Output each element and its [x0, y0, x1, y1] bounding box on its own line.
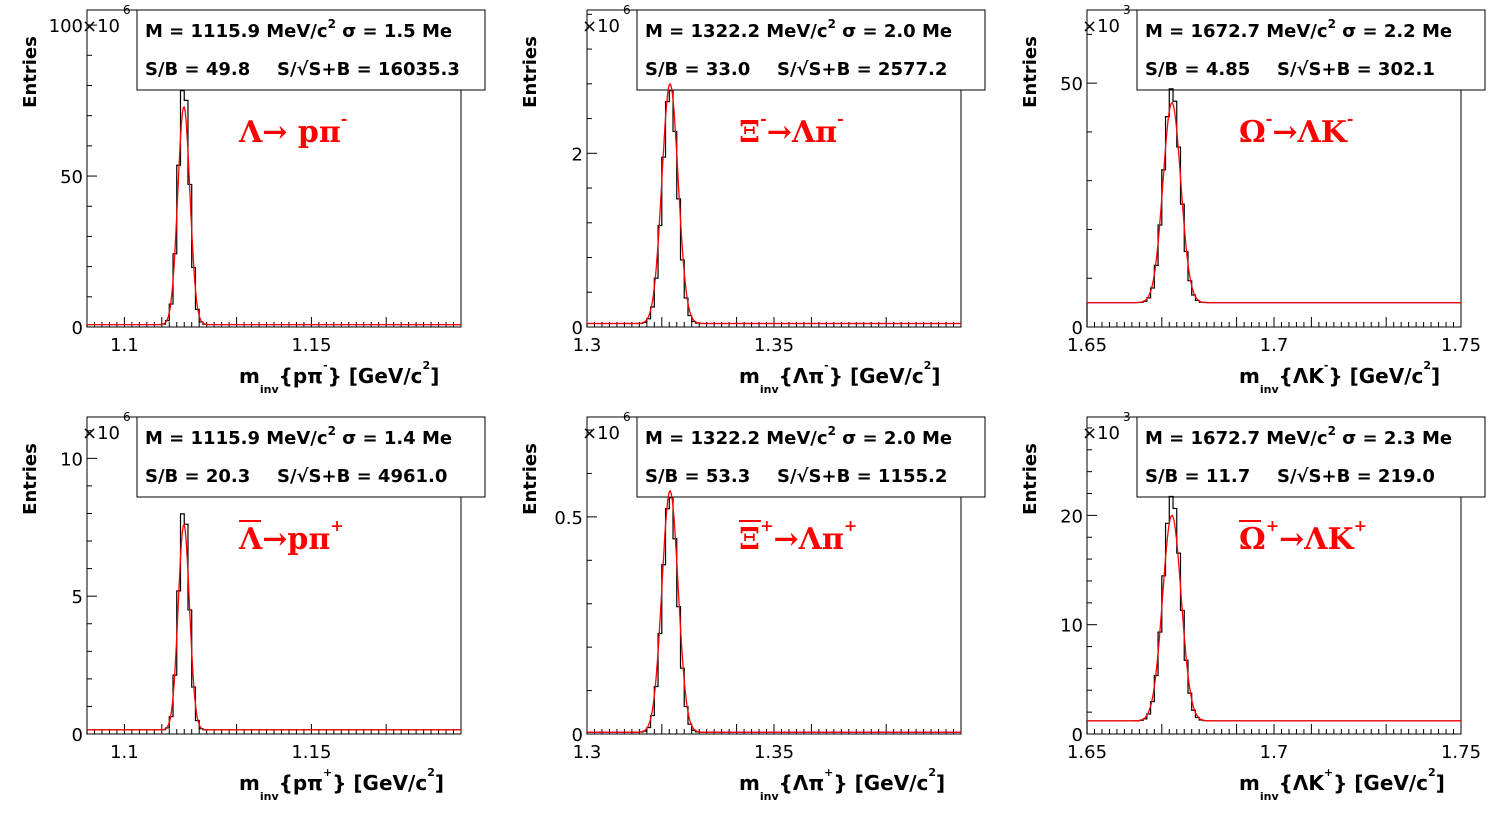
stats-significance-value: S/√S+B = 1155.2 — [777, 466, 947, 487]
y-tick-label: 20 — [1060, 506, 1083, 527]
stats-box — [1136, 9, 1486, 91]
panel-4: 1.1 1.15 0 5 10 ×106 Entries minv{pπ+} [GeV/c2]… — [20, 410, 486, 803]
y-multiplier-exponent: 6 — [623, 3, 631, 17]
x-tick-label: 1.7 — [1260, 742, 1289, 763]
decay-annotation: Ξ-→Λπ- — [739, 109, 844, 150]
y-tick-label: 10 — [1060, 616, 1083, 637]
x-tick-label: 1.65 — [1067, 742, 1107, 763]
y-tick-label: 10 — [60, 449, 83, 470]
x-tick-label: 1.75 — [1441, 742, 1481, 763]
x-tick-label: 1.3 — [573, 335, 602, 356]
y-multiplier-exponent: 6 — [123, 410, 131, 424]
y-tick-label: 0.5 — [554, 508, 583, 529]
stats-mass: M = 1115.9 MeV/c2 σ = 1.4 Me — [145, 424, 452, 449]
x-axis-label: minv{ΛK-} [GeV/c2] — [1239, 359, 1440, 396]
stats-significance-value: S/√S+B = 16035.3 — [277, 59, 460, 80]
decay-annotation: Ω-→ΛK- — [1239, 109, 1354, 150]
y-multiplier-exponent: 3 — [1123, 410, 1131, 424]
stats-mass: M = 1322.2 MeV/c2 σ = 2.0 Me — [645, 17, 952, 42]
y-tick-label: 0 — [572, 725, 583, 746]
stats-significance-value: S/√S+B = 4961.0 — [277, 466, 447, 487]
fit-curve-series — [87, 524, 461, 731]
y-multiplier: ×10 — [582, 16, 620, 37]
y-tick-label: 5 — [72, 587, 83, 608]
stats-significance-value: S/√S+B = 302.1 — [1277, 59, 1435, 80]
y-tick-label: 50 — [60, 167, 83, 188]
x-axis-label: minv{Λπ+} [GeV/c2] — [739, 766, 945, 803]
x-axis-label: minv{pπ+} [GeV/c2] — [239, 766, 444, 803]
stats-significance: S/B = 33.0 — [645, 59, 750, 80]
x-tick-label: 1.3 — [573, 742, 602, 763]
y-multiplier-exponent: 6 — [123, 3, 131, 17]
stats-mass: M = 1672.7 MeV/c2 σ = 2.2 Me — [1145, 17, 1452, 42]
fit-curve-series — [587, 82, 961, 325]
y-tick-label: 0 — [1072, 725, 1083, 746]
y-multiplier-exponent: 6 — [623, 410, 631, 424]
stats-significance: S/B = 11.7 — [1145, 466, 1250, 487]
decay-annotation: Ω+→ΛK+ — [1239, 516, 1367, 557]
stats-box — [136, 9, 486, 91]
stats-significance: S/B = 53.3 — [645, 466, 750, 487]
panel-5: 1.3 1.35 0 0.5 ×106 Entries minv{Λπ+} [GeV/c2]… — [520, 410, 986, 803]
y-tick-label: 0 — [572, 318, 583, 339]
x-tick-label: 1.1 — [110, 742, 139, 763]
y-axis-label: Entries — [520, 36, 541, 108]
stats-significance: S/B = 4.85 — [1145, 59, 1250, 80]
y-multiplier: ×10 — [1082, 16, 1120, 37]
decay-annotation: Λ→ pπ- — [238, 109, 347, 150]
y-tick-label: 0 — [72, 318, 83, 339]
y-multiplier-exponent: 3 — [1123, 3, 1131, 17]
panel-6: 1.65 1.7 1.75 0 10 20 ×103 Entries minv{ΛK+} [Ge… — [1020, 410, 1486, 803]
stats-box — [636, 9, 986, 91]
x-tick-label: 1.1 — [110, 335, 139, 356]
stats-box — [1136, 416, 1486, 498]
x-axis-label: minv{Λπ-} [GeV/c2] — [739, 359, 941, 396]
stats-mass: M = 1115.9 MeV/c2 σ = 1.5 Me — [145, 17, 452, 42]
stats-box — [636, 416, 986, 498]
stats-significance: S/B = 20.3 — [145, 466, 250, 487]
y-tick-label: 0 — [72, 725, 83, 746]
y-tick-label: 0 — [1072, 318, 1083, 339]
y-tick-label: 2 — [572, 144, 583, 165]
x-tick-label: 1.15 — [291, 335, 331, 356]
panel-2: 1.3 1.35 0 2 ×106 Entries minv{Λπ-} [GeV/c2] M … — [520, 3, 986, 396]
y-multiplier: ×10 — [1082, 423, 1120, 444]
y-axis-label: Entries — [1020, 443, 1041, 515]
x-tick-label: 1.35 — [754, 742, 794, 763]
stats-mass: M = 1322.2 MeV/c2 σ = 2.0 Me — [645, 424, 952, 449]
y-axis-label: Entries — [520, 443, 541, 515]
stats-significance: S/B = 49.8 — [145, 59, 250, 80]
panel-3: 1.65 1.7 1.75 0 50 ×103 Entries minv{ΛK-} [GeV/… — [1020, 3, 1486, 396]
stats-significance-value: S/√S+B = 2577.2 — [777, 59, 947, 80]
fit-curve-series — [1087, 514, 1461, 722]
y-multiplier: ×10 — [82, 423, 120, 444]
fit-curve-series — [87, 106, 461, 326]
stats-mass: M = 1672.7 MeV/c2 σ = 2.3 Me — [1145, 424, 1452, 449]
y-tick-label: 50 — [1060, 74, 1083, 95]
y-axis-label: Entries — [1020, 36, 1041, 108]
fit-curve-series — [587, 489, 961, 733]
decay-annotation: Λ→pπ+ — [238, 516, 344, 557]
y-multiplier: ×10 — [82, 16, 120, 37]
y-multiplier: ×10 — [582, 423, 620, 444]
stats-significance-value: S/√S+B = 219.0 — [1277, 466, 1435, 487]
x-tick-label: 1.75 — [1441, 335, 1481, 356]
y-axis-label: Entries — [20, 443, 41, 515]
x-tick-label: 1.15 — [291, 742, 331, 763]
y-axis-label: Entries — [20, 36, 41, 108]
decay-annotation: Ξ+→Λπ+ — [739, 516, 857, 557]
x-tick-label: 1.65 — [1067, 335, 1107, 356]
panel-1: 1.1 1.15 0 50 100 ×106 Entries minv{pπ-} [GeV/c… — [20, 3, 486, 396]
x-axis-label: minv{ΛK+} [GeV/c2] — [1239, 766, 1445, 803]
stats-box — [136, 416, 486, 498]
y-tick-label: 100 — [49, 16, 83, 37]
x-tick-label: 1.7 — [1260, 335, 1289, 356]
x-axis-label: minv{pπ-} [GeV/c2] — [239, 359, 439, 396]
x-tick-label: 1.35 — [754, 335, 794, 356]
fit-curve-series — [1087, 101, 1461, 304]
